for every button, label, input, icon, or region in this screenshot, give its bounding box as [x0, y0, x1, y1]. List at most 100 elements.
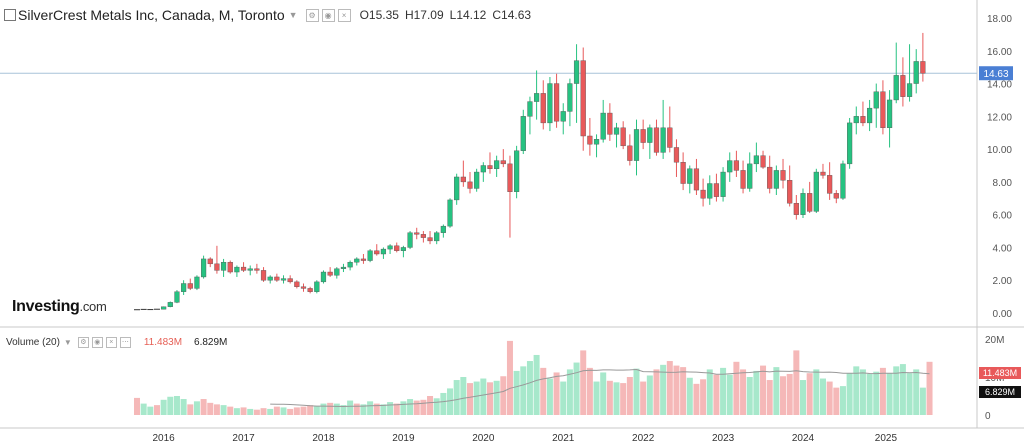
volume-bar — [566, 369, 573, 415]
volume-bar — [606, 380, 613, 415]
candle-body — [194, 276, 200, 289]
candle-body — [480, 165, 486, 173]
volume-bar — [793, 350, 800, 415]
candle-body — [380, 248, 387, 255]
candle-body — [427, 237, 433, 242]
more-icon[interactable]: ⋯ — [119, 336, 131, 348]
volume-bar — [340, 405, 347, 415]
volume-bar — [873, 371, 880, 415]
volume-tick-label: 0 — [985, 411, 991, 422]
chevron-down-icon[interactable]: ▼ — [288, 10, 298, 20]
volume-bar — [280, 407, 287, 415]
candle-body — [593, 139, 600, 145]
volume-bar — [886, 373, 893, 415]
volume-bar — [593, 381, 600, 415]
volume-bar — [467, 383, 473, 415]
candle-body — [633, 129, 640, 161]
menu-icon[interactable] — [4, 9, 16, 21]
volume-value: 11.483M — [143, 336, 183, 348]
price-tick-label: 16.00 — [987, 47, 1012, 58]
candle-body — [693, 168, 700, 191]
volume-bar — [293, 407, 300, 415]
candle-body — [660, 127, 666, 153]
candle-body — [900, 75, 906, 97]
volume-badge-text: 11.483M — [983, 368, 1017, 378]
candle-body — [280, 278, 287, 281]
volume-bar — [134, 397, 140, 415]
candle-body — [680, 162, 686, 184]
candle-body — [760, 155, 766, 168]
volume-bar — [213, 404, 220, 415]
candle-body — [906, 83, 913, 97]
volume-badge — [979, 367, 1021, 379]
hide-icon[interactable]: ◉ — [91, 336, 103, 348]
volume-bar — [533, 354, 540, 415]
settings-icon[interactable]: ⚙ — [77, 336, 89, 348]
candle-body — [527, 101, 533, 117]
price-tick-label: 14.00 — [987, 80, 1012, 91]
candle-body — [407, 232, 413, 248]
candle-body — [687, 168, 693, 184]
open-label: O — [359, 8, 369, 22]
volume-bar — [580, 350, 587, 415]
volume-bar — [387, 402, 394, 415]
volume-bar — [140, 403, 147, 415]
chevron-down-icon[interactable]: ▼ — [63, 337, 72, 347]
volume-bar — [859, 369, 866, 415]
candle-body — [560, 111, 566, 122]
candle-body — [853, 116, 859, 124]
volume-bar — [713, 374, 720, 415]
candle-body — [200, 258, 207, 278]
logo-brand: Investing — [12, 298, 80, 315]
volume-bar — [187, 404, 194, 415]
volume-bar — [333, 403, 340, 415]
candle-body — [267, 276, 273, 281]
candle-body — [474, 171, 480, 189]
volume-bar — [253, 409, 260, 415]
volume-bar — [666, 361, 673, 415]
volume-bar — [560, 381, 567, 415]
candle-body — [820, 171, 826, 176]
logo-suffix: .com — [79, 299, 107, 314]
volume-label: Volume (20) — [6, 336, 60, 348]
volume-bar — [753, 370, 760, 415]
volume-bar — [147, 406, 154, 415]
volume-bar — [833, 387, 840, 415]
candle-body — [667, 127, 673, 148]
settings-icon[interactable]: ⚙ — [305, 8, 319, 22]
price-tick-label: 4.00 — [993, 243, 1013, 254]
candle-body — [214, 263, 220, 271]
candle-body — [580, 60, 586, 137]
candle-body — [733, 160, 740, 171]
volume-header: Volume (20) ▼ ⚙ ◉ × ⋯ 11.483M 6.829M — [6, 335, 227, 349]
candle-body — [514, 150, 520, 192]
time-tick-label: 2022 — [632, 433, 655, 444]
candle-body — [913, 61, 919, 84]
candle-body — [294, 281, 300, 287]
candle-body — [886, 99, 893, 129]
candle-body — [793, 202, 799, 215]
candle-body — [334, 268, 340, 276]
volume-bar — [786, 373, 793, 415]
volume-bar — [407, 399, 414, 415]
price-tick-label: 2.00 — [993, 276, 1013, 287]
last-price-badge — [979, 66, 1013, 81]
volume-bar — [513, 370, 520, 415]
close-icon[interactable]: × — [337, 8, 351, 22]
volume-bar — [207, 402, 214, 415]
volume-bar — [813, 369, 820, 415]
candle-body — [773, 170, 779, 189]
time-tick-label: 2021 — [552, 433, 575, 444]
candle-body — [534, 93, 540, 102]
volume-bar — [307, 405, 314, 415]
candle-body — [300, 286, 307, 289]
volume-bar — [167, 396, 174, 415]
candle-body — [573, 60, 580, 84]
candle-body — [647, 127, 653, 143]
volume-bar — [413, 400, 420, 415]
volume-bar — [526, 361, 533, 415]
volume-bar — [300, 406, 307, 415]
close-icon[interactable]: × — [105, 336, 117, 348]
hide-icon[interactable]: ◉ — [321, 8, 335, 22]
